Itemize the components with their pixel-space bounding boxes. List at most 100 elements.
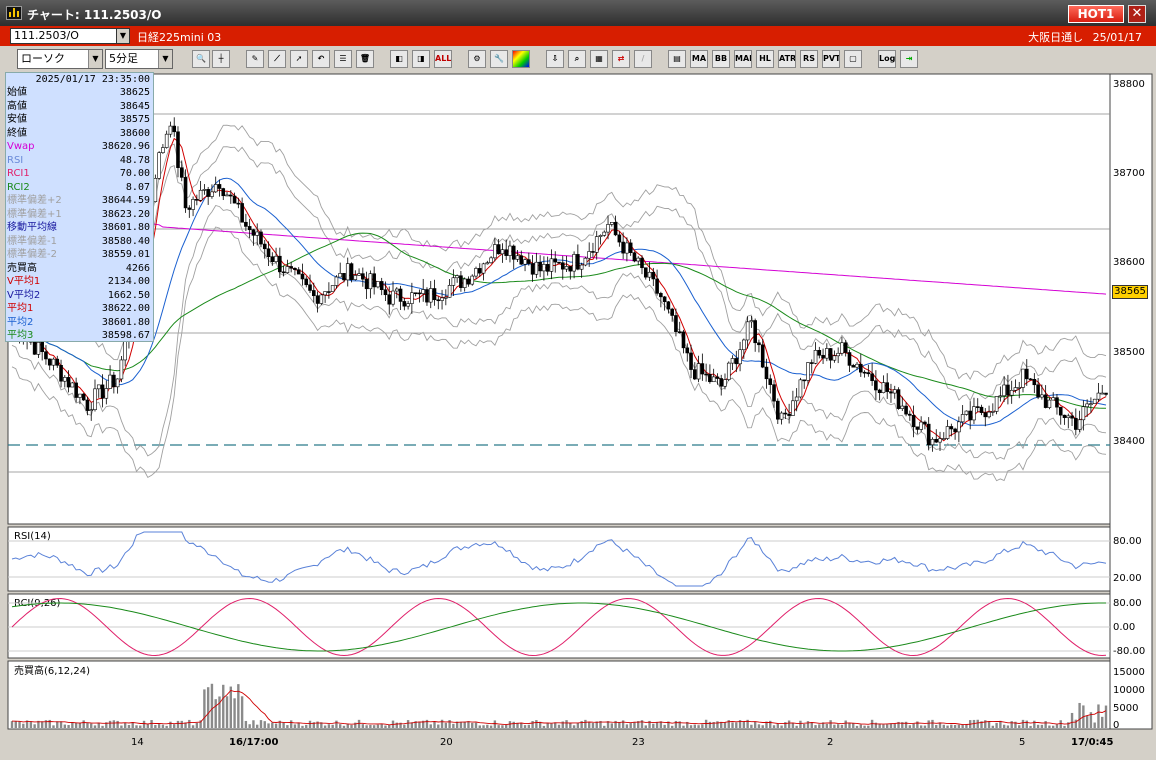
volume-bar (908, 725, 912, 728)
volume-bar (421, 720, 425, 728)
fit-left-icon[interactable]: ◧ (390, 50, 408, 68)
volume-bar (795, 725, 798, 728)
candle-body (636, 257, 641, 262)
candle-body (1017, 387, 1022, 389)
volume-bar (878, 723, 881, 728)
ma-button[interactable]: MA (690, 50, 708, 68)
databox-row: Vwap 38620.96 (6, 140, 153, 154)
databox-label: 標準偏差-2 (7, 249, 57, 260)
volume-bar (339, 724, 342, 728)
zoom-icon[interactable]: 🔍 (192, 50, 210, 68)
candle-body (817, 350, 822, 356)
candle-body (960, 414, 965, 423)
undo-icon[interactable]: ↶ (312, 50, 330, 68)
candle-body (455, 275, 459, 279)
databox-value: 38559.01 (101, 249, 150, 260)
volume-bar (803, 723, 806, 728)
candle-body (183, 177, 188, 209)
window-titlebar: チャート: 111.2503/O HOT1 ✕ (0, 0, 1156, 26)
volume-bar (474, 722, 478, 728)
candle-body (647, 271, 652, 278)
databox-row: 高値 38645 (6, 100, 153, 114)
hl-button[interactable]: HL (756, 50, 774, 68)
candle-body (987, 411, 991, 418)
color-palette-icon[interactable] (512, 50, 530, 68)
candle-body (670, 308, 674, 316)
volume-bar (738, 720, 742, 728)
candle-body (617, 234, 622, 243)
cursor-icon[interactable]: ➚ (290, 50, 308, 68)
candle-body (1051, 397, 1055, 401)
price-panel[interactable] (7, 73, 1111, 525)
chart-type-select[interactable]: ローソク ▼ (17, 49, 103, 69)
hot-button[interactable]: HOT1 (1068, 5, 1124, 23)
candle-body (904, 405, 908, 415)
databox-label: 平均2 (7, 316, 34, 328)
volume-bar (225, 696, 229, 728)
databox-label: 高値 (7, 100, 27, 112)
pen-icon[interactable]: ✎ (246, 50, 264, 68)
ma-long-line (11, 232, 1106, 409)
download-icon[interactable]: ⇩ (546, 50, 564, 68)
log-button[interactable]: Log (878, 50, 896, 68)
volume-bar (520, 722, 523, 728)
volume-bar (901, 722, 904, 728)
volume-bar (523, 725, 527, 728)
grid-icon[interactable]: ▦ (590, 50, 608, 68)
mae-button[interactable]: MAE (734, 50, 752, 68)
candle-body (930, 438, 935, 446)
volume-bar (874, 722, 878, 728)
compare-icon[interactable]: ⇄ (612, 50, 630, 68)
show-all-button[interactable]: ALL (434, 50, 452, 68)
frame-icon[interactable]: ▢ (844, 50, 862, 68)
volume-bar (584, 719, 587, 728)
indicator-grid-icon[interactable]: ▤ (668, 50, 686, 68)
time-label: 2 (827, 737, 833, 748)
chart-area[interactable]: 38800 38700 38600 38500 38400 RSI(14) 80… (0, 72, 1156, 760)
databox-row: 平均2 38601.80 (6, 316, 153, 330)
volume-bar (399, 722, 402, 728)
crosshair-icon[interactable]: ┼ (212, 50, 230, 68)
rs-button[interactable]: RS (800, 50, 818, 68)
rci-panel[interactable] (7, 593, 1111, 659)
volume-panel[interactable] (7, 660, 1111, 730)
candle-body (749, 320, 754, 323)
volume-bar (1097, 704, 1100, 728)
wrench-icon[interactable]: 🔧 (490, 50, 508, 68)
export-icon[interactable]: ⇥ (900, 50, 918, 68)
rci-tick: -80.00 (1113, 646, 1145, 657)
volume-bar (44, 720, 48, 728)
interval-select[interactable]: 5分足 ▼ (105, 49, 173, 69)
window-title: チャート: 111.2503/O (27, 8, 162, 22)
volume-bar (365, 725, 368, 728)
pvt-button[interactable]: PVT (822, 50, 840, 68)
candle-body (889, 391, 893, 394)
line-draw-icon[interactable]: ⟋ (268, 50, 286, 68)
magnify-chart-icon[interactable]: ⌕ (568, 50, 586, 68)
trash-icon[interactable]: 🗑 (356, 50, 374, 68)
candle-body (1047, 399, 1052, 408)
list-icon[interactable]: ☰ (334, 50, 352, 68)
volume-bar (580, 721, 583, 728)
volume-bar (693, 724, 697, 728)
chart-svg[interactable]: 38800 38700 38600 38500 38400 RSI(14) 80… (0, 72, 1156, 760)
bb-button[interactable]: BB (712, 50, 730, 68)
volume-bar (633, 721, 636, 728)
fit-right-icon[interactable]: ◨ (412, 50, 430, 68)
candle-body (191, 199, 195, 210)
atr-button[interactable]: ATR (778, 50, 796, 68)
close-button[interactable]: ✕ (1128, 5, 1146, 23)
symbol-dropdown-icon[interactable]: ▼ (116, 28, 130, 44)
candle-body (945, 426, 950, 439)
candle-body (711, 376, 716, 383)
symbol-input[interactable]: 111.2503/O (10, 28, 130, 44)
volume-bar (833, 724, 836, 728)
databox-row: 始値 38625 (6, 86, 153, 100)
settings-icon[interactable]: ⚙ (468, 50, 486, 68)
rsi-panel[interactable] (7, 526, 1111, 592)
candle-body (836, 352, 840, 357)
volume-bar (78, 722, 82, 728)
candle-body (357, 273, 361, 276)
volume-bar (991, 725, 995, 728)
candle-body (210, 191, 214, 197)
